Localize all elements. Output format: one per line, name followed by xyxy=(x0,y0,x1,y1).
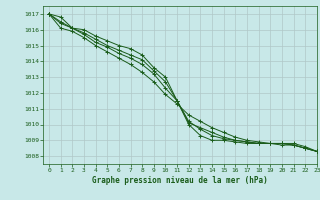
X-axis label: Graphe pression niveau de la mer (hPa): Graphe pression niveau de la mer (hPa) xyxy=(92,176,268,185)
